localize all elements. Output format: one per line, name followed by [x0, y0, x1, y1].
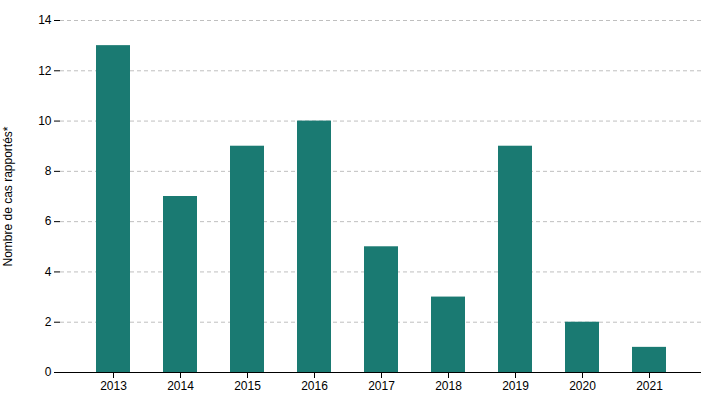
svg-text:2020: 2020 [569, 379, 596, 393]
svg-text:12: 12 [38, 64, 52, 78]
svg-text:2018: 2018 [435, 379, 462, 393]
svg-text:6: 6 [45, 214, 52, 228]
svg-text:2016: 2016 [301, 379, 328, 393]
svg-text:2017: 2017 [368, 379, 395, 393]
svg-text:2: 2 [45, 315, 52, 329]
svg-text:14: 14 [38, 13, 52, 27]
svg-text:8: 8 [45, 164, 52, 178]
svg-text:10: 10 [38, 114, 52, 128]
svg-text:Nombre de cas rapportés*: Nombre de cas rapportés* [1, 126, 15, 266]
svg-text:2013: 2013 [100, 379, 127, 393]
svg-text:2021: 2021 [636, 379, 663, 393]
svg-text:2014: 2014 [167, 379, 194, 393]
svg-text:2019: 2019 [502, 379, 529, 393]
svg-text:4: 4 [45, 265, 52, 279]
svg-text:0: 0 [45, 365, 52, 379]
svg-text:2015: 2015 [234, 379, 261, 393]
